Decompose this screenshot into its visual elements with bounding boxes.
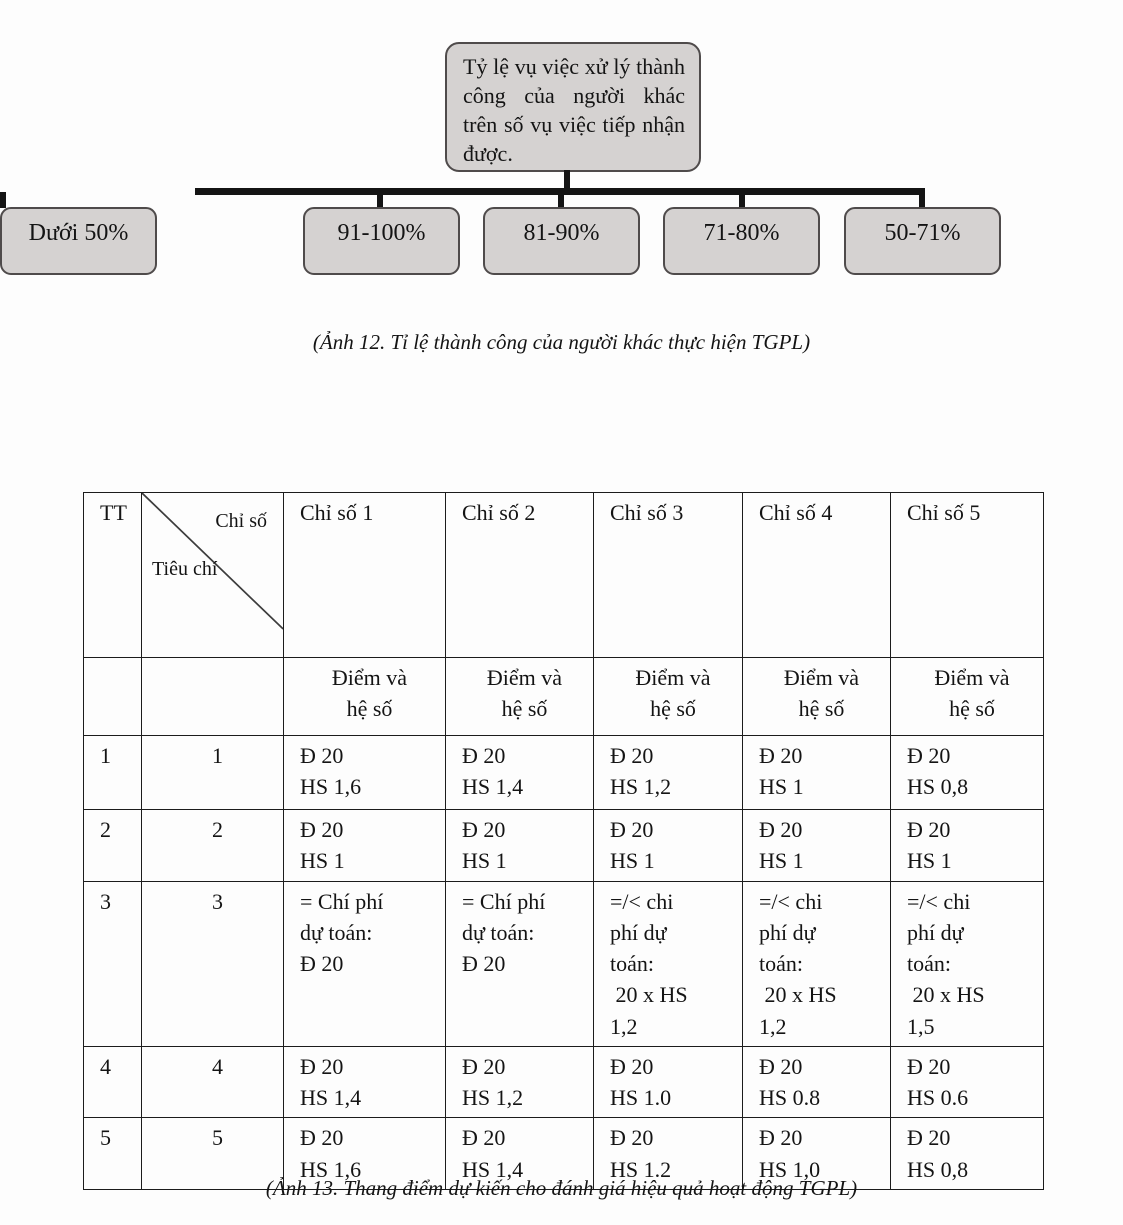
empty-cell [141, 657, 284, 737]
column-header: Chỉ số 2 [445, 491, 594, 659]
column-header: Chỉ số 3 [593, 491, 743, 659]
score-cell: = Chí phí dự toán: Đ 20 [283, 880, 446, 1047]
figure-12-caption: (Ảnh 12. Tỉ lệ thành công của người khác… [312, 330, 811, 354]
flowchart-range-box: Dưới 50% [0, 207, 157, 275]
tt-cell: 3 [83, 880, 142, 1047]
score-cell: Đ 20 HS 1,2 [593, 735, 743, 811]
score-cell: Đ 20 HS 1,6 [283, 735, 446, 811]
flowchart-range-box: 71-80% [663, 207, 820, 275]
score-cell: = Chí phí dự toán: Đ 20 [445, 880, 594, 1047]
connector-drop [0, 192, 6, 208]
subheader-cell: Điểm và hệ số [593, 657, 743, 737]
tt-cell: 2 [83, 809, 142, 882]
tt-header-cell: TT [83, 491, 142, 659]
tieu-chi-cell: 1 [141, 735, 284, 811]
column-header: Chỉ số 4 [742, 491, 891, 659]
table-row: 2 2 Đ 20 HS 1 Đ 20 HS 1 Đ 20 HS 1 Đ 20 H… [83, 809, 1044, 882]
tieu-chi-cell: 4 [141, 1045, 284, 1119]
table-row: 3 3 = Chí phí dự toán: Đ 20 = Chí phí dự… [83, 880, 1044, 1047]
subheader-cell: Điểm và hệ số [445, 657, 594, 737]
subheader-cell: Điểm và hệ số [742, 657, 891, 737]
table-row: 4 4 Đ 20 HS 1,4 Đ 20 HS 1,2 Đ 20 HS 1.0 … [83, 1045, 1044, 1119]
tieu-chi-cell: 2 [141, 809, 284, 882]
table-header-row: TT Chỉ số Tiêu chí Chỉ số 1 Chỉ số 2 Chỉ… [83, 491, 1044, 659]
corner-label-chi-so: Chỉ số [215, 510, 267, 532]
score-cell: Đ 20 HS 1,4 [283, 1045, 446, 1119]
connector-drop [739, 192, 745, 208]
score-cell: Đ 20 HS 0,8 [890, 1117, 1044, 1190]
score-cell: =/< chi phí dự toán: 20 x HS 1,2 [742, 880, 891, 1047]
score-cell: Đ 20 HS 1,0 [742, 1117, 891, 1190]
score-cell: Đ 20 HS 0.8 [742, 1045, 891, 1119]
score-cell: Đ 20 HS 1,4 [445, 1117, 594, 1190]
connector-drop [558, 192, 564, 208]
tt-cell: 1 [83, 735, 142, 811]
connector-horizontal-bar [195, 188, 925, 195]
score-cell: Đ 20 HS 1.2 [593, 1117, 743, 1190]
score-cell: Đ 20 HS 0.6 [890, 1045, 1044, 1119]
tieu-chi-cell: 5 [141, 1117, 284, 1190]
corner-label-tieu-chi: Tiêu chí [152, 558, 218, 580]
figure-13-caption: (Ảnh 13. Thang điểm dự kiến cho đánh giá… [265, 1176, 858, 1200]
score-cell: Đ 20 HS 1,2 [445, 1045, 594, 1119]
score-cell: Đ 20 HS 1 [742, 809, 891, 882]
table-row: 1 1 Đ 20 HS 1,6 Đ 20 HS 1,4 Đ 20 HS 1,2 … [83, 735, 1044, 811]
column-header: Chỉ số 5 [890, 491, 1044, 659]
column-header: Chỉ số 1 [283, 491, 446, 659]
connector-stub [564, 170, 570, 190]
flowchart-range-box: 91-100% [303, 207, 460, 275]
score-cell: Đ 20 HS 1 [283, 809, 446, 882]
flowchart-root-box: Tỷ lệ vụ việc xử lý thành công của người… [445, 42, 701, 172]
tt-cell: 4 [83, 1045, 142, 1119]
score-cell: Đ 20 HS 1 [593, 809, 743, 882]
flowchart-range-box: 81-90% [483, 207, 640, 275]
score-cell: Đ 20 HS 1.0 [593, 1045, 743, 1119]
score-cell: Đ 20 HS 1 [742, 735, 891, 811]
subheader-cell: Điểm và hệ số [890, 657, 1044, 737]
connector-drop [377, 192, 383, 208]
tt-cell: 5 [83, 1117, 142, 1190]
subheader-cell: Điểm và hệ số [283, 657, 446, 737]
score-cell: =/< chi phí dự toán: 20 x HS 1,5 [890, 880, 1044, 1047]
tieu-chi-cell: 3 [141, 880, 284, 1047]
table-subheader-row: Điểm và hệ số Điểm và hệ số Điểm và hệ s… [83, 657, 1044, 737]
success-rate-flowchart: Tỷ lệ vụ việc xử lý thành công của người… [0, 0, 1123, 300]
score-cell: =/< chi phí dự toán: 20 x HS 1,2 [593, 880, 743, 1047]
score-cell: Đ 20 HS 1 [445, 809, 594, 882]
diagonal-line [142, 493, 283, 630]
diagonal-corner-cell: Chỉ số Tiêu chí [141, 491, 284, 659]
connector-drop [919, 192, 925, 208]
scoring-table: TT Chỉ số Tiêu chí Chỉ số 1 Chỉ số 2 Chỉ… [83, 491, 1044, 1190]
score-cell: Đ 20 HS 0,8 [890, 735, 1044, 811]
score-cell: Đ 20 HS 1,4 [445, 735, 594, 811]
empty-cell [83, 657, 142, 737]
table-row: 5 5 Đ 20 HS 1,6 Đ 20 HS 1,4 Đ 20 HS 1.2 … [83, 1117, 1044, 1190]
flowchart-range-box: 50-71% [844, 207, 1001, 275]
score-cell: Đ 20 HS 1 [890, 809, 1044, 882]
